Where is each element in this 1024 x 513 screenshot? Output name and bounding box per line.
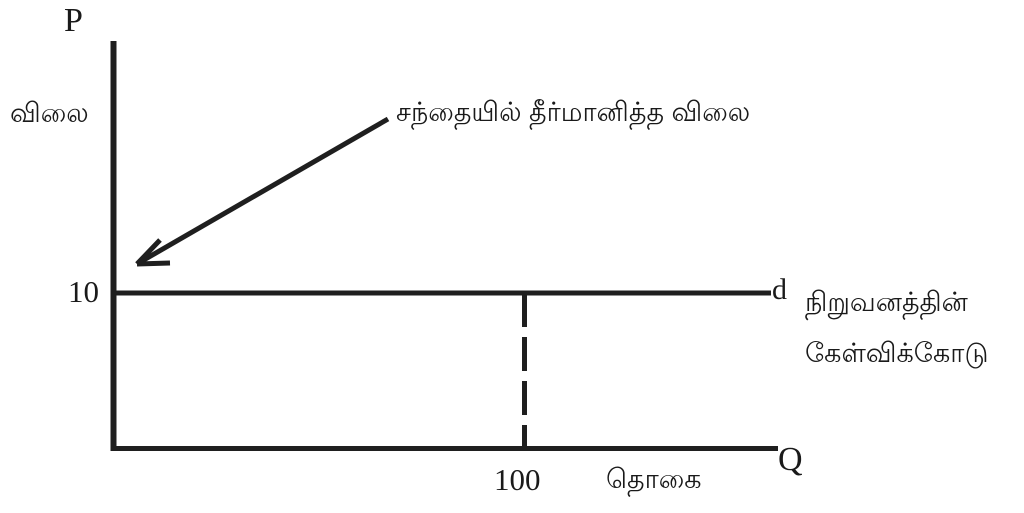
- x-axis-symbol: Q: [778, 441, 803, 478]
- annotation-arrow: [135, 116, 390, 267]
- demand-curve-caption: நிறுவனத்தின் கேள்விக்கோடு: [805, 277, 988, 380]
- x-axis-label: தொகை: [606, 464, 702, 494]
- y-axis-tick-value: 10: [68, 274, 99, 309]
- y-axis-label: விலை: [10, 98, 89, 128]
- demand-curve-caption-line-1: நிறுவனத்தின்: [805, 287, 968, 317]
- y-axis-symbol: P: [64, 2, 83, 39]
- market-price-annotation: சந்தையில் தீர்மானித்த விலை: [396, 97, 751, 127]
- demand-curve-letter: d: [772, 273, 787, 306]
- x-axis-tick-value: 100: [494, 462, 541, 497]
- demand-curve-caption-line-2: கேள்விக்கோடு: [805, 338, 989, 369]
